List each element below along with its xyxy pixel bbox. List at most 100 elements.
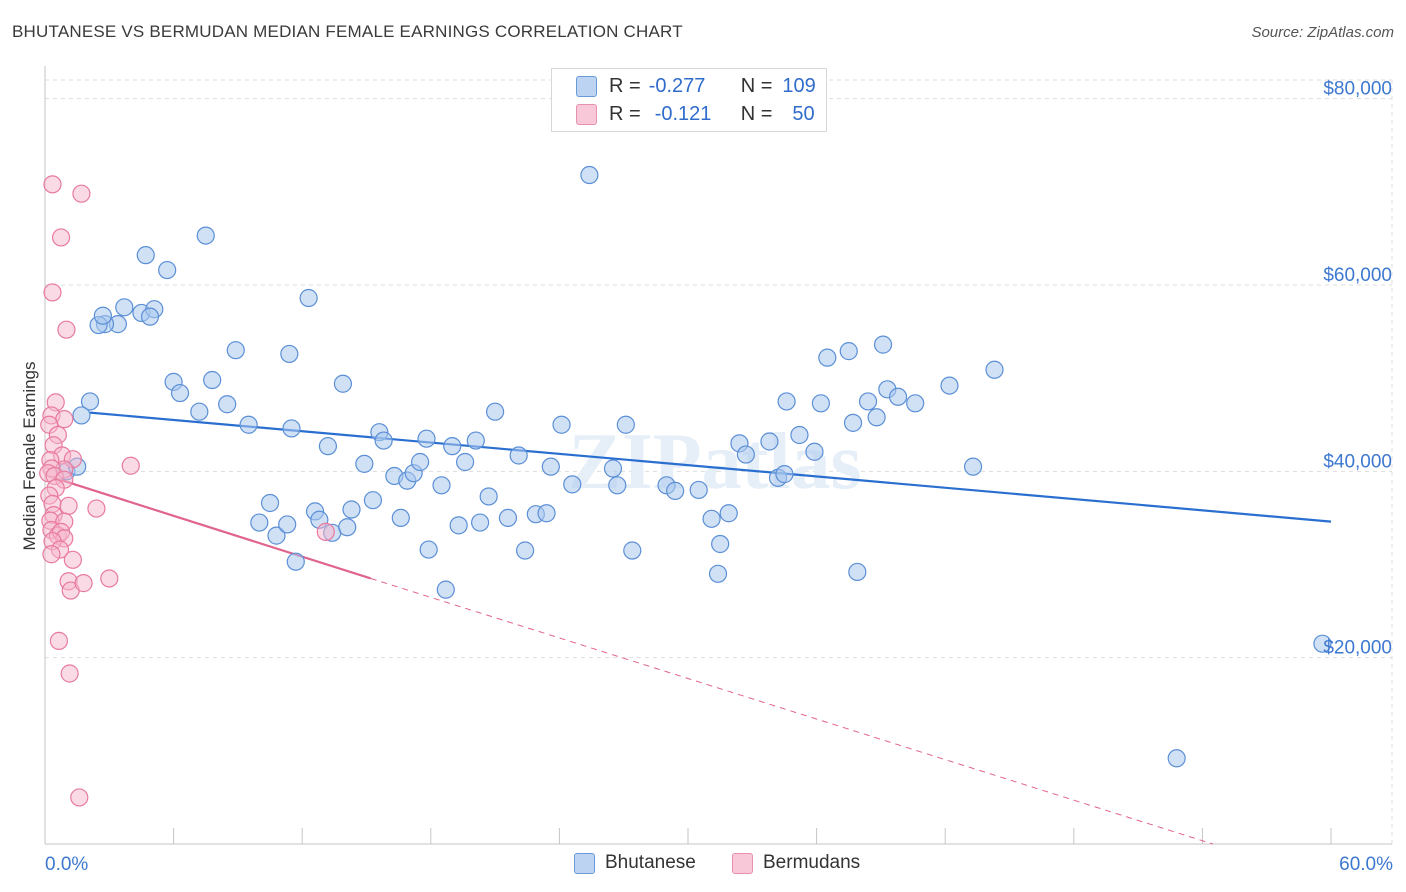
- data-point-bhutanese: [93, 306, 112, 325]
- data-point-bhutanese: [711, 534, 730, 554]
- data-point-bermudans: [49, 631, 69, 650]
- data-point-bermudans: [60, 664, 79, 683]
- data-point-bhutanese: [552, 415, 571, 434]
- data-point-bhutanese: [417, 429, 436, 448]
- data-point-bhutanese: [580, 165, 599, 185]
- data-point-bhutanese: [498, 508, 518, 528]
- legend-n-label: N =: [740, 102, 773, 125]
- data-point-bhutanese: [355, 454, 374, 473]
- legend-r-value: -0.277: [648, 74, 706, 97]
- legend-swatch-bermudans: [576, 103, 597, 125]
- data-point-bermudans: [121, 456, 140, 475]
- data-point-bhutanese: [848, 562, 867, 582]
- legend-row-bhutanese: R = -0.277 N = 109: [576, 73, 816, 99]
- data-point-bermudans: [316, 522, 335, 541]
- data-point-bhutanese: [436, 580, 455, 599]
- data-point-bhutanese: [940, 376, 959, 395]
- data-point-bhutanese: [616, 415, 635, 434]
- data-point-bermudans: [43, 175, 62, 194]
- data-point-bhutanese: [760, 432, 779, 451]
- x-tick-label: 0.0%: [45, 854, 88, 875]
- data-point-bhutanese: [286, 552, 305, 571]
- data-point-bhutanese: [563, 475, 582, 494]
- data-point-bhutanese: [80, 392, 100, 411]
- data-point-bhutanese: [479, 487, 498, 506]
- data-point-bermudans: [100, 569, 119, 588]
- data-point-bhutanese: [239, 415, 258, 434]
- data-point-bhutanese: [267, 526, 286, 545]
- legend-n-value: 109: [782, 74, 816, 97]
- legend-r-label: R =: [609, 102, 641, 125]
- data-point-bhutanese: [666, 481, 685, 500]
- legend-row-bermudans: R = -0.121 N = 50: [576, 101, 815, 127]
- data-point-bhutanese: [689, 480, 708, 500]
- data-point-bhutanese: [455, 452, 475, 472]
- data-point-bhutanese: [140, 307, 160, 326]
- y-tick-label: $40,000: [1323, 451, 1392, 472]
- y-tick-label: $20,000: [1323, 638, 1392, 659]
- data-point-bermudans: [70, 788, 89, 807]
- data-point-bhutanese: [299, 288, 318, 308]
- legend-n-label: N =: [740, 74, 773, 97]
- data-point-bhutanese: [391, 508, 410, 528]
- data-point-bhutanese: [805, 442, 824, 461]
- data-point-bhutanese: [363, 491, 383, 510]
- data-point-bhutanese: [318, 437, 338, 456]
- data-point-bermudans: [57, 320, 76, 339]
- bottom-swatch-bermudans: [732, 852, 753, 874]
- data-point-bhutanese: [537, 504, 556, 523]
- data-point-bermudans: [42, 545, 61, 564]
- data-point-bermudans: [59, 496, 78, 515]
- data-point-bhutanese: [873, 335, 893, 354]
- data-point-bhutanese: [623, 541, 642, 560]
- legend: R = -0.277 N = 109 R = -0.121 N = 50: [551, 68, 827, 132]
- bottom-swatch-bhutanese: [574, 852, 595, 874]
- chart-title: BHUTANESE VS BERMUDAN MEDIAN FEMALE EARN…: [12, 22, 683, 41]
- bottom-legend: Bhutanese Bermudans: [0, 852, 1406, 878]
- y-axis-label: Median Female Earnings: [20, 362, 39, 551]
- data-point-bhutanese: [170, 383, 190, 403]
- data-point-bhutanese: [811, 394, 830, 413]
- data-point-bhutanese: [190, 402, 209, 421]
- data-point-bhutanese: [858, 392, 878, 411]
- legend-r-label: R =: [609, 74, 641, 97]
- legend-n-value: 50: [792, 102, 815, 125]
- y-tick-label: $60,000: [1323, 265, 1392, 286]
- data-point-bhutanese: [196, 226, 215, 245]
- data-point-bhutanese: [516, 541, 535, 560]
- x-tick-label: 60.0%: [1339, 854, 1393, 875]
- data-point-bhutanese: [1167, 749, 1186, 768]
- data-point-bhutanese: [449, 516, 468, 535]
- data-point-bhutanese: [260, 493, 280, 513]
- data-point-bhutanese: [603, 459, 623, 478]
- series-bhutanese: [57, 165, 1332, 768]
- data-point-bermudans: [74, 574, 93, 593]
- data-point-bhutanese: [777, 392, 796, 411]
- data-point-bhutanese: [226, 341, 245, 360]
- data-point-bhutanese: [702, 509, 721, 528]
- data-point-bermudans: [43, 283, 62, 302]
- data-point-bhutanese: [115, 298, 134, 317]
- data-point-bhutanese: [72, 406, 91, 425]
- trend-line-bermudans: [47, 474, 372, 580]
- data-point-bhutanese: [736, 445, 755, 464]
- legend-r-value: -0.121: [654, 102, 712, 125]
- data-point-bhutanese: [432, 476, 451, 495]
- data-point-bhutanese: [486, 402, 505, 421]
- data-point-bermudans: [72, 184, 91, 203]
- data-point-bhutanese: [867, 408, 886, 427]
- data-point-bhutanese: [419, 540, 438, 559]
- data-point-bermudans: [51, 228, 71, 247]
- data-point-bhutanese: [608, 476, 627, 495]
- data-point-bhutanese: [136, 246, 155, 265]
- bottom-legend-label: Bhutanese: [605, 852, 696, 873]
- data-point-bhutanese: [509, 446, 528, 465]
- bottom-legend-bhutanese: Bhutanese: [574, 852, 696, 874]
- data-point-bhutanese: [374, 431, 393, 450]
- data-point-bhutanese: [906, 394, 925, 413]
- data-point-bhutanese: [250, 513, 269, 532]
- data-point-bhutanese: [818, 348, 837, 367]
- data-point-bhutanese: [333, 374, 353, 393]
- data-point-bhutanese: [282, 419, 301, 438]
